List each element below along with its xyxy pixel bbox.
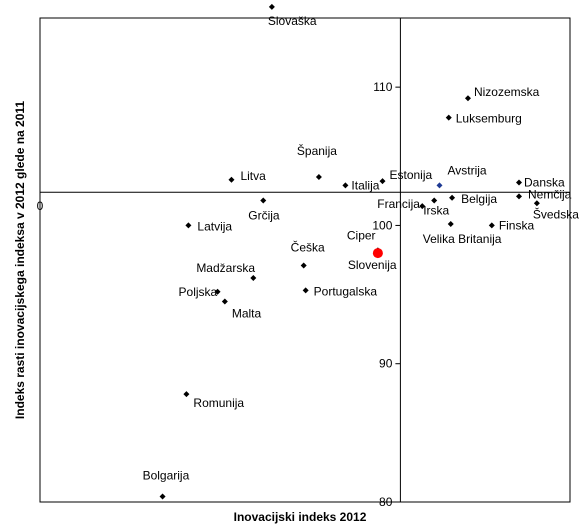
y-tick-label: 110 [373, 80, 392, 94]
label-grcija: Grčija [248, 209, 280, 223]
data-points [159, 3, 540, 500]
label-luksemburg: Luksemburg [456, 112, 522, 126]
label-nizozemska: Nizozemska [474, 85, 540, 99]
point-madzarska [250, 274, 257, 281]
label-ceska: Češka [291, 240, 325, 255]
y-tick-label: 100 [372, 218, 392, 232]
label-velika-britanija: Velika Britanija [423, 232, 502, 246]
point-latvija [185, 222, 192, 229]
point-malta [221, 298, 228, 305]
point-francija [419, 203, 426, 210]
axis-ticks: 80 90 100 110 0 [37, 80, 401, 509]
label-avstrija: Avstrija [447, 163, 486, 177]
label-svedska: Švedska [533, 206, 579, 221]
label-portugalska: Portugalska [314, 284, 378, 298]
point-slovaska [268, 3, 275, 10]
label-belgija: Belgija [461, 192, 497, 206]
point-velika-britanija [447, 221, 454, 228]
point-irska [431, 197, 438, 204]
label-madzarska: Madžarska [196, 261, 255, 275]
point-avstrija [436, 182, 443, 189]
label-latvija: Latvija [197, 219, 232, 233]
label-ciper: Ciper [347, 228, 376, 242]
y-axis-title: Indeks rasti inovacijskega indeksa v 201… [13, 101, 27, 420]
point-poljska [214, 288, 221, 295]
point-luksemburg [445, 114, 452, 121]
label-spanija: Španija [297, 143, 337, 158]
y-tick-label: 80 [379, 495, 393, 509]
label-romunija: Romunija [193, 396, 244, 410]
point-italija [342, 182, 349, 189]
point-grcija [260, 197, 267, 204]
point-belgija [449, 194, 456, 201]
x-axis-title: Inovacijski indeks 2012 [234, 510, 367, 524]
label-slovaska: Slovaška [268, 14, 317, 28]
label-malta: Malta [232, 306, 262, 320]
point-finska [488, 222, 495, 229]
point-slovenija [372, 248, 383, 259]
point-bolgarija [159, 493, 166, 500]
point-romunija [183, 391, 190, 398]
label-poljska: Poljska [179, 285, 218, 299]
x-tick-label: 0 [37, 199, 44, 213]
point-nizozemska [464, 95, 471, 102]
point-danska [515, 179, 522, 186]
y-tick-label: 90 [379, 357, 393, 371]
label-nemcija: Nemčija [528, 187, 572, 201]
point-ceska [300, 262, 307, 269]
point-portugalska [302, 287, 309, 294]
label-slovenija: Slovenija [348, 258, 397, 272]
point-spanija [315, 174, 322, 181]
label-irska: Irska [423, 204, 449, 218]
data-labels: Slovaška Nizozemska Luksemburg Španija Litva… [143, 14, 580, 483]
label-danska: Danska [524, 176, 565, 190]
point-nemcija [515, 193, 522, 200]
label-italija: Italija [351, 178, 379, 192]
label-litva: Litva [240, 169, 266, 183]
label-francija: Francija [377, 197, 420, 211]
label-estonija: Estonija [390, 168, 433, 182]
point-litva [228, 176, 235, 183]
label-bolgarija: Bolgarija [143, 468, 190, 482]
point-svedska [533, 200, 540, 207]
label-finska: Finska [499, 218, 535, 232]
point-estonija [379, 178, 386, 185]
plot-area [39, 17, 571, 503]
